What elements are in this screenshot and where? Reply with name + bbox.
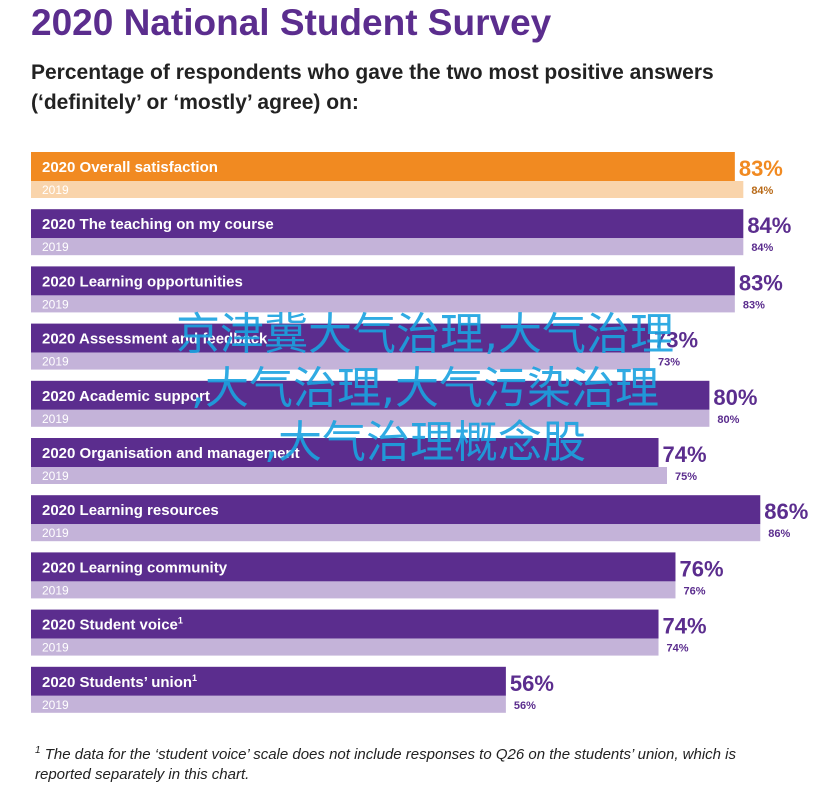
bar-2020 — [31, 266, 735, 296]
bar-label-2019: 2019 — [42, 526, 69, 540]
bar-2020 — [31, 380, 710, 410]
bar-2019 — [31, 581, 676, 599]
data-label-2020: 74% — [663, 614, 707, 639]
data-label-2019: 75% — [675, 471, 697, 483]
data-label-2020: 73% — [654, 328, 698, 353]
data-label-2019: 84% — [751, 185, 773, 197]
data-label-2019: 83% — [743, 299, 765, 311]
data-label-2020: 56% — [510, 671, 554, 696]
bar-2019 — [31, 524, 761, 542]
bar-label-2019: 2019 — [42, 183, 69, 197]
bar-2020 — [31, 209, 744, 239]
bar-label-2019: 2019 — [42, 412, 69, 426]
bar-2019 — [31, 352, 651, 370]
bar-label-2019: 2019 — [42, 698, 69, 712]
bar-2019 — [31, 695, 506, 713]
bar-2020 — [31, 552, 676, 582]
data-label-2019: 73% — [658, 357, 680, 369]
bar-label-2019: 2019 — [42, 583, 69, 597]
bar-2019 — [31, 409, 710, 427]
bar-label: 2020 The teaching on my course — [42, 216, 274, 233]
bar-2019 — [31, 467, 667, 484]
data-label-2020: 80% — [713, 385, 757, 410]
data-label-2020: 83% — [739, 270, 783, 295]
data-label-2019: 84% — [751, 242, 773, 254]
chart-title: 2020 National Student Survey — [31, 2, 552, 43]
bar-2020 — [31, 609, 659, 639]
bar-2020 — [31, 152, 735, 181]
bar-label: 2020 Academic support — [42, 388, 210, 405]
chart-subtitle: Percentage of respondents who gave the t… — [31, 61, 714, 114]
bar-label: 2020 Learning resources — [42, 502, 219, 519]
bar-2019 — [31, 181, 744, 198]
bar-2020 — [31, 323, 651, 353]
bar-label: 2020 Overall satisfaction — [42, 159, 218, 176]
bar-label: 2020 Student voice1 — [42, 616, 183, 634]
bar-2019 — [31, 238, 744, 256]
bar-2019 — [31, 295, 735, 313]
bar-label-2019: 2019 — [42, 641, 69, 655]
bar-label-2019: 2019 — [42, 469, 69, 483]
bar-label-2019: 2019 — [42, 355, 69, 369]
footnote-marker: 1 — [35, 745, 41, 756]
data-label-2020: 86% — [764, 499, 808, 524]
data-label-2019: 80% — [717, 414, 739, 426]
bar-label: 2020 Students’ union1 — [42, 673, 197, 691]
data-label-2020: 74% — [663, 442, 707, 467]
data-label-2019: 74% — [667, 643, 689, 655]
bar-label: 2020 Learning opportunities — [42, 273, 243, 290]
bar-2020 — [31, 438, 659, 467]
bar-label: 2020 Organisation and management — [42, 445, 300, 462]
bar-label-2019: 2019 — [42, 297, 69, 311]
data-label-2019: 86% — [768, 528, 790, 540]
bar-chart: 2020 Overall satisfaction 2019 83% 84% 2020 … — [31, 152, 808, 713]
bar-label: 2020 Learning community — [42, 559, 228, 576]
data-label-2019: 76% — [683, 585, 705, 597]
bar-2020 — [31, 495, 761, 525]
footnote-text: The data for the ‘student voice’ scale d… — [35, 746, 736, 783]
footnote: 1 The data for the ‘student voice’ scale… — [35, 741, 795, 785]
data-label-2020: 83% — [739, 156, 783, 181]
bar-2020 — [31, 666, 506, 696]
data-label-2020: 84% — [747, 213, 791, 238]
bar-label-2019: 2019 — [42, 240, 69, 254]
bar-label: 2020 Assessment and feedback — [42, 331, 268, 348]
data-label-2020: 76% — [679, 556, 723, 581]
data-label-2019: 56% — [514, 700, 536, 712]
bar-2019 — [31, 638, 659, 656]
